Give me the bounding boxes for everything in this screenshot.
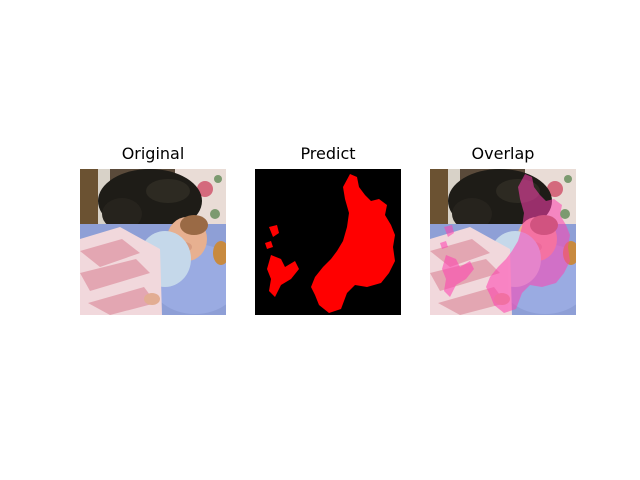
original-photo (80, 169, 226, 315)
overlay-mask (440, 174, 570, 313)
prediction-mask (255, 169, 401, 315)
panel-title-original: Original (121, 144, 185, 163)
panel-title-predict: Predict (300, 144, 356, 163)
overlap-image (430, 169, 576, 315)
panel-title-overlap: Overlap (471, 144, 535, 163)
